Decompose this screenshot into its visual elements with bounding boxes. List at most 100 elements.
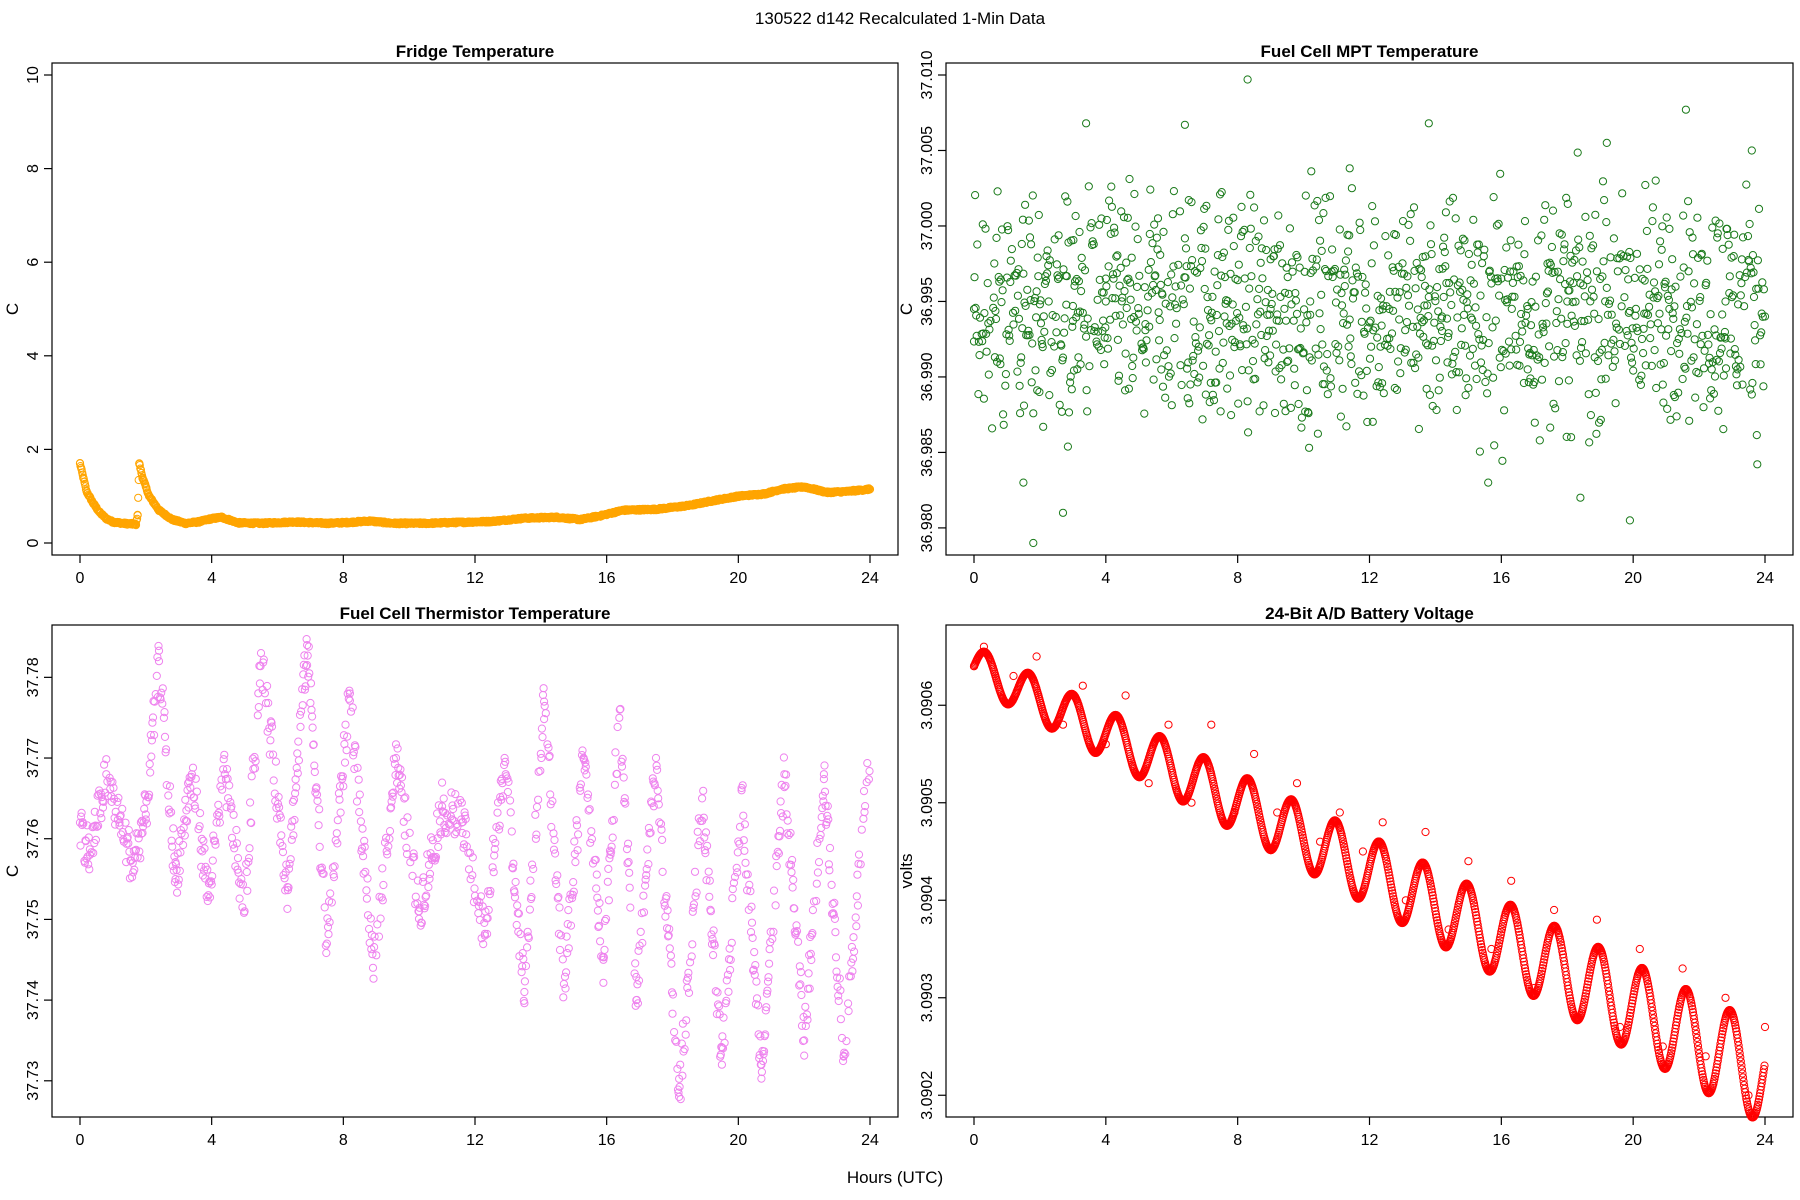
data-point [495,825,504,834]
data-point [1727,293,1737,302]
data-point [1554,377,1564,386]
data-point [1408,322,1418,331]
data-point [671,1036,680,1045]
data-point [387,797,396,806]
data-point [1671,282,1680,291]
data-point [154,646,164,655]
data-point [1334,342,1343,351]
data-point [1217,188,1226,197]
data-point [1604,299,1614,308]
data-point [1345,315,1354,324]
data-point [1236,232,1246,241]
data-point [1347,359,1356,369]
data-point [554,929,564,939]
data-point [1444,332,1453,341]
data-point [1295,263,1304,272]
data-point [639,891,648,900]
data-point [108,517,118,527]
data-point [84,860,93,869]
data-point [370,943,379,952]
data-point [1234,399,1243,408]
data-point [808,929,817,938]
data-point [534,795,543,804]
data-point [571,858,580,867]
data-point [362,886,371,895]
data-point [1099,316,1108,325]
data-point [1365,318,1374,327]
data-point [1357,317,1366,326]
data-point [1184,358,1193,367]
data-point [282,860,291,869]
data-point [1150,220,1159,229]
data-point [834,991,843,1000]
data-point [1434,307,1443,316]
data-point [1600,196,1609,205]
data-point [1340,282,1349,291]
data-point [148,718,157,727]
data-point [1359,391,1368,400]
data-point [299,670,308,679]
data-point [1291,296,1301,305]
data-point [1361,280,1370,289]
data-point [686,958,695,967]
data-point [801,1021,810,1031]
data-point [428,836,437,845]
data-point [803,1015,812,1024]
data-point [847,942,857,952]
data-point [134,829,143,838]
x-tick-label: 16 [1492,1132,1510,1149]
data-point [769,927,778,937]
data-point [1669,314,1678,323]
data-point [1443,358,1452,367]
data-point [202,892,211,902]
data-point [1523,304,1532,314]
data-point [388,519,397,528]
data-point [1404,301,1414,310]
data-point [1579,281,1588,290]
data-point [1396,344,1405,353]
data-point [1539,328,1548,337]
data-point [634,976,644,985]
data-point [1732,370,1741,379]
data-point [828,899,837,909]
data-point [388,792,397,801]
data-point [449,804,458,814]
data-point [537,753,546,763]
data-point [1227,411,1236,420]
data-point [1341,256,1351,265]
data-point [1569,317,1578,326]
data-point [1074,353,1083,362]
data-point [1145,229,1154,239]
data-point [658,835,667,845]
data-point [1472,374,1481,384]
data-point [1458,285,1467,294]
data-point [1472,321,1481,330]
data-point [625,883,634,892]
data-point [137,816,147,825]
data-point [217,513,226,522]
data-point [1343,860,1352,869]
data-point [1554,295,1563,304]
data-point [1759,285,1769,294]
data-point [561,984,570,993]
data-point [559,979,569,989]
data-point [353,763,362,772]
data-point [1473,240,1482,249]
data-point [1219,248,1229,257]
data-point [765,945,774,954]
data-point [1562,432,1571,441]
data-point [722,976,731,985]
data-point [1313,196,1322,206]
data-point [1106,315,1115,324]
data-point [1535,353,1544,362]
data-point [1068,322,1077,331]
data-point [841,1050,850,1059]
data-point [1064,238,1073,247]
data-point [1682,313,1691,322]
data-point [1518,327,1527,336]
data-point [532,802,542,812]
data-point [1591,210,1600,219]
data-point [1651,176,1660,185]
data-point [160,708,169,717]
data-point [1639,324,1648,333]
